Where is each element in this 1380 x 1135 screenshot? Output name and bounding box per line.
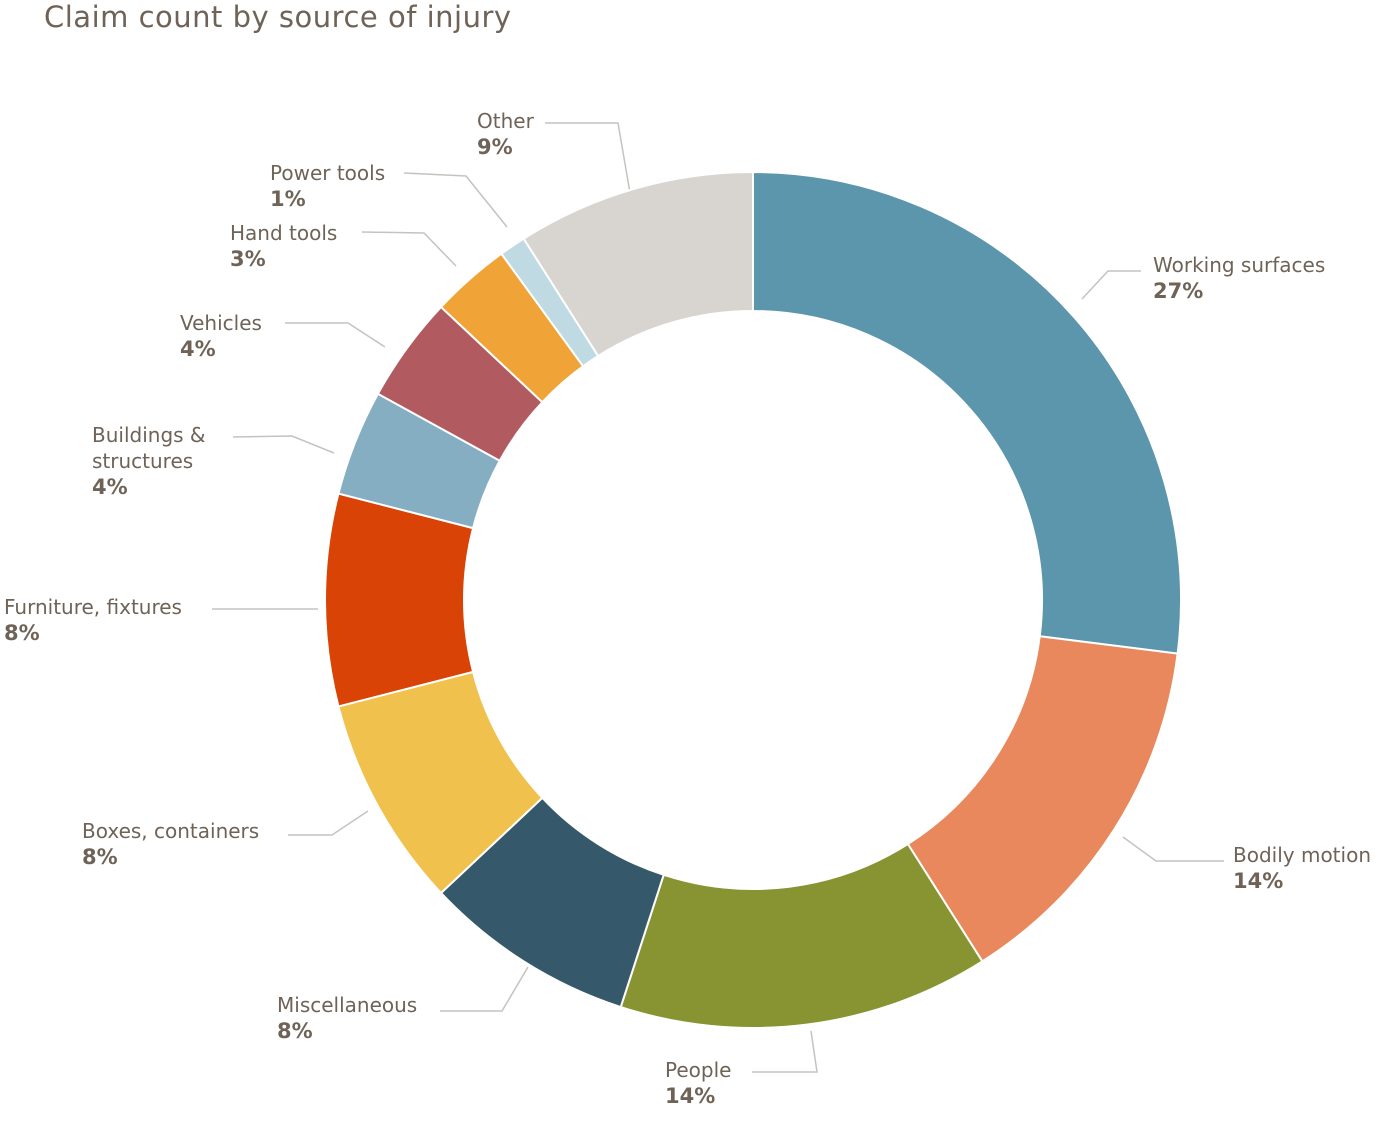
- slice-label-percent: 3%: [230, 247, 266, 271]
- slice-label-furniture-fixtures: Furniture, fixtures 8%: [4, 594, 182, 646]
- slice-label-percent: 8%: [82, 845, 118, 869]
- slice-label-percent: 14%: [1233, 869, 1284, 893]
- slice-label-percent: 4%: [180, 337, 216, 361]
- slice-label-buildings-structures: Buildings & structures 4%: [92, 422, 222, 500]
- slice-label-text: People: [665, 1058, 732, 1082]
- leader-line-vehicles: [285, 322, 386, 348]
- slice-label-power-tools: Power tools 1%: [270, 160, 385, 212]
- slice-label-text: Buildings & structures: [92, 423, 206, 473]
- leader-lines: [212, 122, 1224, 1073]
- donut-slice-other[interactable]: [522, 170, 754, 358]
- slice-label-text: Furniture, fixtures: [4, 595, 182, 619]
- slice-label-working-surfaces: Working surfaces 27%: [1153, 252, 1325, 304]
- slice-label-percent: 14%: [665, 1084, 716, 1108]
- leader-line-bodily-motion: [1122, 836, 1224, 862]
- leader-line-buildings-structures: [232, 435, 335, 454]
- slice-label-bodily-motion: Bodily motion 14%: [1233, 842, 1371, 894]
- slice-label-hand-tools: Hand tools 3%: [230, 220, 337, 272]
- leader-line-boxes-containers: [288, 810, 369, 836]
- slice-label-boxes-containers: Boxes, containers 8%: [82, 818, 259, 870]
- leader-line-power-tools: [403, 172, 508, 228]
- donut-slice-furniture-fixtures[interactable]: [324, 492, 475, 708]
- slice-label-text: Other: [477, 109, 534, 133]
- leader-line-working-surfaces: [1081, 270, 1141, 300]
- slice-label-text: Vehicles: [180, 311, 262, 335]
- slice-label-miscellaneous: Miscellaneous 8%: [277, 992, 417, 1044]
- slice-label-percent: 9%: [477, 135, 513, 159]
- slice-label-other: Other 9%: [477, 108, 534, 160]
- slice-label-text: Boxes, containers: [82, 819, 260, 843]
- slice-label-percent: 8%: [4, 621, 40, 645]
- donut-slice-working-surfaces[interactable]: [752, 170, 1182, 655]
- slice-label-percent: 8%: [277, 1019, 313, 1043]
- leader-line-hand-tools: [361, 231, 457, 267]
- leader-line-miscellaneous: [440, 966, 529, 1012]
- slice-label-percent: 27%: [1153, 279, 1204, 303]
- slice-label-text: Miscellaneous: [277, 993, 418, 1017]
- slice-label-text: Working surfaces: [1153, 253, 1326, 277]
- slice-label-text: Hand tools: [230, 221, 338, 245]
- slice-label-text: Bodily motion: [1233, 843, 1371, 867]
- chart-title: Claim count by source of injury: [44, 0, 512, 34]
- slice-label-percent: 1%: [270, 187, 306, 211]
- donut-slices: [324, 170, 1182, 1029]
- slice-label-vehicles: Vehicles 4%: [180, 310, 262, 362]
- slice-label-people: People 14%: [665, 1057, 731, 1109]
- leader-line-other: [545, 122, 635, 217]
- slice-label-percent: 4%: [92, 475, 128, 499]
- slice-label-text: Power tools: [270, 161, 386, 185]
- leader-line-people: [752, 1030, 818, 1073]
